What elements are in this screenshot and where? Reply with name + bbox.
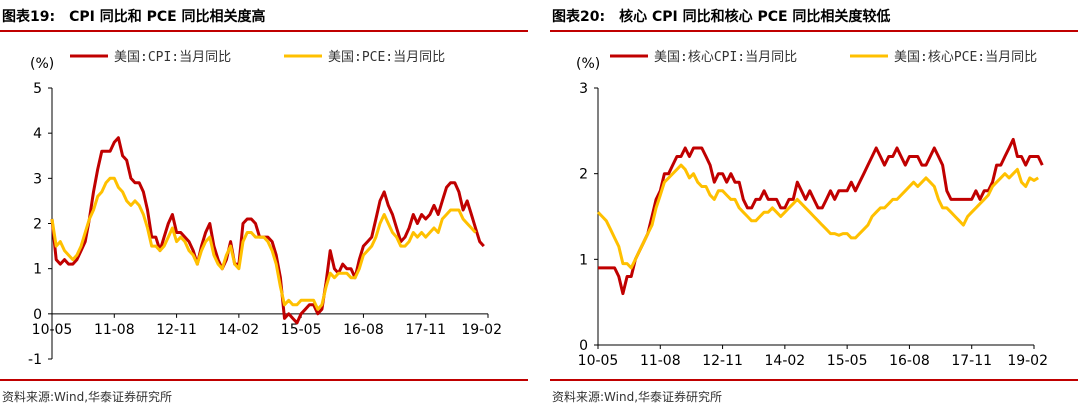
series-line-1 (598, 137, 1044, 296)
figure-number: 图表19: (2, 9, 56, 25)
cpi-pce-line-chart: -1 0 1 2 3 4 5 10-05 11-08 12-11 14-02 15-05 16-08 17… (28, 50, 502, 368)
chart-panel-19: 图表19: CPI 同比和 PCE 同比相关度高 -1 0 1 2 3 4 5 10-05 11-… (0, 0, 530, 413)
x-tick-label: 15-05 (281, 322, 322, 338)
y-tick-label: 5 (33, 81, 42, 97)
x-tick-label: 17-11 (951, 353, 992, 369)
y-tick-label: 3 (579, 81, 588, 97)
x-tick-label: 15-05 (827, 353, 868, 369)
x-tick-label: 10-05 (578, 353, 619, 369)
figure-number: 图表20: (552, 9, 606, 25)
y-tick-label: 2 (33, 217, 42, 233)
series-line-2 (50, 176, 477, 311)
x-tick-label: 12-11 (156, 322, 197, 338)
y-tick-label: -1 (28, 352, 42, 368)
figure-title: 图表19: CPI 同比和 PCE 同比相关度高 (2, 6, 266, 26)
y-tick-label: 1 (33, 262, 42, 278)
x-tick-label: 16-08 (343, 322, 384, 338)
source-note: 资料来源:Wind,华泰证券研究所 (2, 390, 173, 404)
legend-label: 美国:CPI:当月同比 (114, 50, 231, 65)
x-tick-label: 11-08 (640, 353, 681, 369)
x-tick-label: 14-02 (765, 353, 806, 369)
legend-label: 美国:核心CPI:当月同比 (654, 50, 797, 65)
series-line-2 (596, 163, 1039, 270)
y-tick-label: 4 (33, 126, 42, 142)
y-tick-label: 0 (33, 307, 42, 323)
figure-title-text: CPI 同比和 PCE 同比相关度高 (69, 9, 266, 25)
x-tick-label: 14-02 (219, 322, 260, 338)
x-tick-label: 12-11 (702, 353, 743, 369)
figure-title: 图表20: 核心 CPI 同比和核心 PCE 同比相关度较低 (552, 6, 890, 26)
legend-label: 美国:核心PCE:当月同比 (894, 50, 1037, 65)
y-tick-label: 2 (579, 167, 588, 183)
x-tick-label: 11-08 (94, 322, 135, 338)
x-tick-label: 19-02 (1007, 353, 1048, 369)
title-rule (550, 30, 1078, 32)
source-rule (550, 379, 1078, 381)
x-tick-label: 10-05 (32, 322, 73, 338)
core-cpi-pce-line-chart: 0 1 2 3 10-05 11-08 12-11 14-02 15-05 16-08 17-11 1… (576, 50, 1048, 369)
figure-title-text: 核心 CPI 同比和核心 PCE 同比相关度较低 (619, 9, 891, 25)
title-rule (0, 30, 528, 32)
series-line-1 (50, 136, 485, 325)
legend-label: 美国:PCE:当月同比 (328, 50, 445, 65)
source-note: 资料来源:Wind,华泰证券研究所 (552, 390, 723, 404)
chart-panel-20: 图表20: 核心 CPI 同比和核心 PCE 同比相关度较低 0 1 2 3 10-05 1… (550, 0, 1080, 413)
source-rule (0, 379, 528, 381)
y-axis-label: (%) (30, 56, 54, 72)
y-tick-label: 1 (579, 252, 588, 268)
y-tick-label: 3 (33, 171, 42, 187)
y-axis-label: (%) (576, 56, 600, 72)
x-tick-label: 16-08 (889, 353, 930, 369)
y-tick-label: 0 (579, 338, 588, 354)
x-tick-label: 19-02 (461, 322, 502, 338)
x-tick-label: 17-11 (405, 322, 446, 338)
